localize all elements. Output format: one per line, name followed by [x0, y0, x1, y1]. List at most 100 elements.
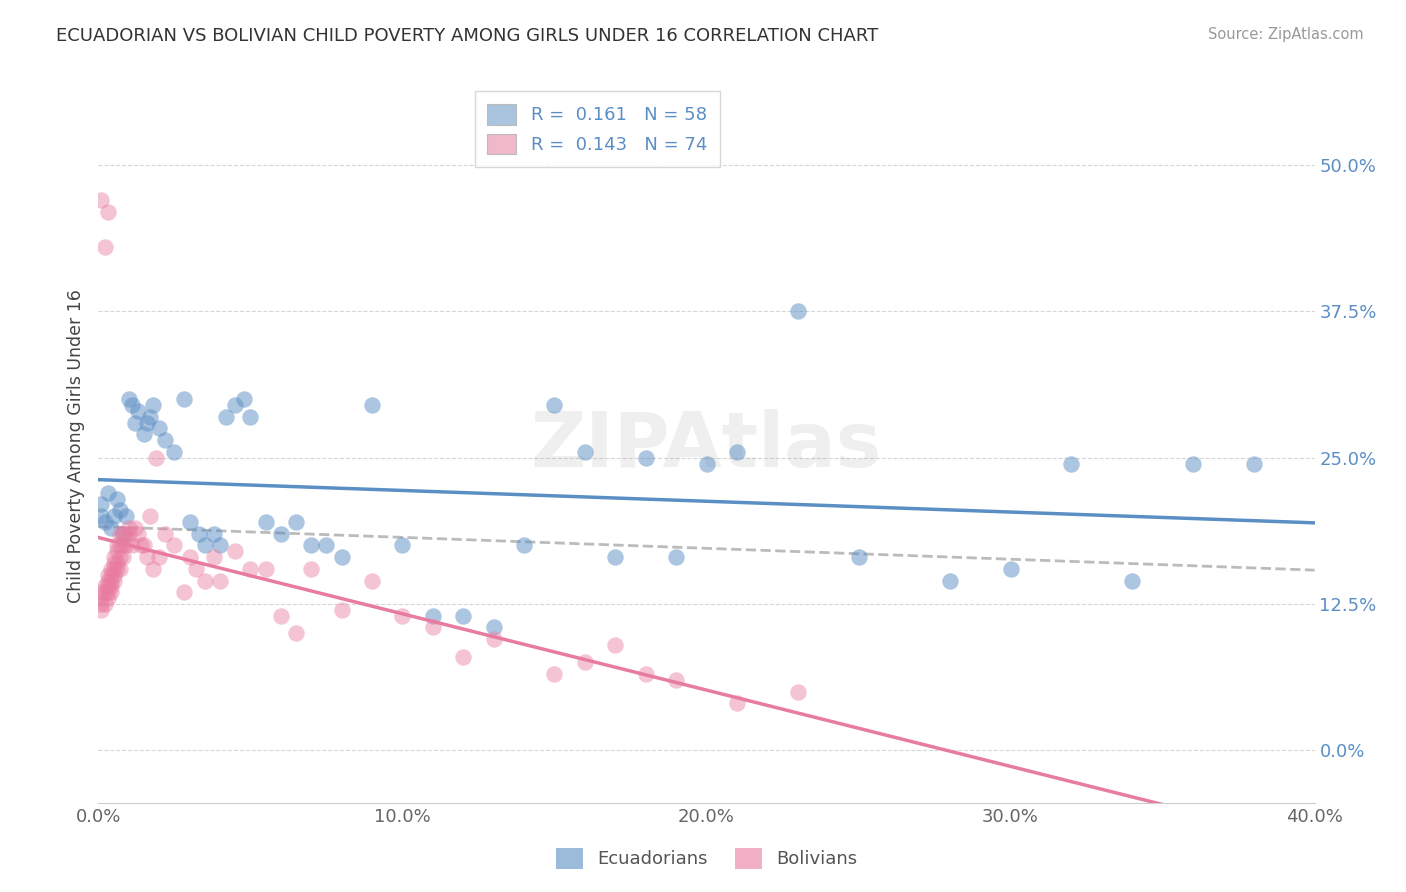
Legend: Ecuadorians, Bolivians: Ecuadorians, Bolivians	[548, 840, 865, 876]
Point	[179, 550, 201, 565]
Point	[93, 240, 115, 254]
Point	[90, 194, 112, 208]
Point	[136, 550, 159, 565]
Point	[665, 550, 688, 565]
Point	[100, 521, 122, 535]
Point	[108, 562, 131, 576]
Point	[209, 538, 232, 552]
Point	[634, 667, 657, 681]
Point	[187, 526, 209, 541]
Point	[299, 562, 322, 576]
Point	[574, 656, 596, 670]
Point	[330, 550, 353, 565]
Point	[285, 626, 308, 640]
Point	[103, 574, 125, 588]
Point	[315, 538, 337, 552]
Point	[121, 398, 143, 412]
Point	[391, 608, 413, 623]
Point	[285, 515, 308, 529]
Point	[100, 579, 122, 593]
Y-axis label: Child Poverty Among Girls Under 16: Child Poverty Among Girls Under 16	[66, 289, 84, 603]
Point	[103, 567, 125, 582]
Point	[422, 608, 444, 623]
Point	[127, 526, 149, 541]
Point	[103, 556, 125, 570]
Point	[224, 398, 246, 412]
Point	[132, 427, 155, 442]
Point	[96, 585, 118, 599]
Point	[786, 304, 808, 318]
Point	[179, 515, 201, 529]
Point	[453, 608, 475, 623]
Point	[114, 509, 136, 524]
Point	[90, 498, 112, 512]
Point	[90, 597, 112, 611]
Point	[725, 445, 748, 459]
Point	[665, 673, 688, 687]
Point	[239, 562, 262, 576]
Point	[121, 538, 143, 552]
Point	[90, 509, 112, 524]
Point	[111, 526, 134, 541]
Point	[391, 538, 413, 552]
Point	[145, 450, 167, 465]
Point	[254, 562, 277, 576]
Point	[100, 574, 122, 588]
Point	[239, 409, 262, 424]
Point	[124, 521, 146, 535]
Point	[114, 526, 136, 541]
Point	[108, 503, 131, 517]
Point	[202, 526, 225, 541]
Point	[118, 521, 141, 535]
Point	[209, 574, 232, 588]
Point	[105, 491, 128, 506]
Point	[105, 556, 128, 570]
Point	[1182, 457, 1205, 471]
Point	[194, 574, 217, 588]
Text: ECUADORIAN VS BOLIVIAN CHILD POVERTY AMONG GIRLS UNDER 16 CORRELATION CHART: ECUADORIAN VS BOLIVIAN CHILD POVERTY AMO…	[56, 27, 879, 45]
Point	[155, 433, 177, 447]
Point	[142, 398, 165, 412]
Point	[330, 603, 353, 617]
Point	[270, 526, 292, 541]
Point	[224, 544, 246, 558]
Point	[111, 526, 134, 541]
Point	[90, 591, 112, 605]
Point	[96, 485, 118, 500]
Point	[194, 538, 217, 552]
Point	[299, 538, 322, 552]
Point	[939, 574, 962, 588]
Point	[848, 550, 870, 565]
Point	[148, 421, 170, 435]
Point	[605, 550, 627, 565]
Point	[96, 205, 118, 219]
Point	[93, 585, 115, 599]
Point	[202, 550, 225, 565]
Point	[543, 398, 565, 412]
Point	[513, 538, 536, 552]
Point	[139, 409, 162, 424]
Point	[155, 526, 177, 541]
Point	[422, 620, 444, 634]
Point	[105, 562, 128, 576]
Point	[96, 591, 118, 605]
Point	[270, 608, 292, 623]
Point	[114, 538, 136, 552]
Point	[96, 574, 118, 588]
Point	[574, 445, 596, 459]
Point	[1060, 457, 1083, 471]
Point	[361, 574, 384, 588]
Point	[233, 392, 256, 407]
Point	[108, 550, 131, 565]
Point	[93, 579, 115, 593]
Text: ZIPAtlas: ZIPAtlas	[531, 409, 882, 483]
Text: Source: ZipAtlas.com: Source: ZipAtlas.com	[1208, 27, 1364, 42]
Point	[634, 450, 657, 465]
Point	[127, 404, 149, 418]
Point	[93, 597, 115, 611]
Point	[163, 538, 186, 552]
Point	[129, 538, 152, 552]
Point	[103, 509, 125, 524]
Point	[173, 585, 195, 599]
Point	[215, 409, 238, 424]
